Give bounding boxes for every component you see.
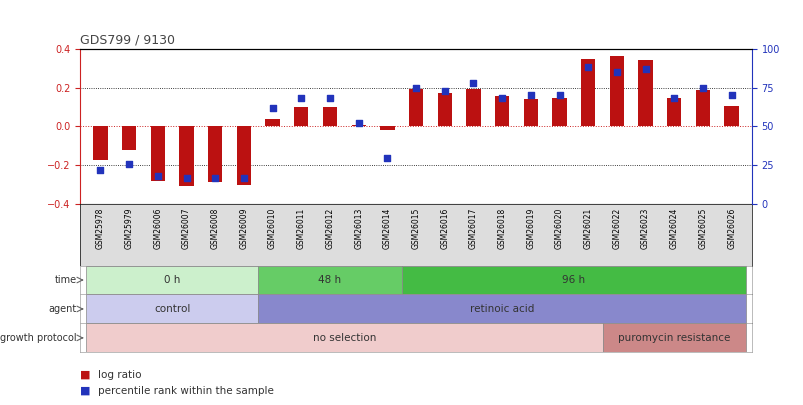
Bar bbox=[402, 266, 745, 294]
Point bbox=[467, 80, 479, 86]
Point bbox=[352, 120, 365, 127]
Bar bbox=[552, 98, 566, 126]
Point bbox=[638, 66, 651, 72]
Point bbox=[323, 95, 336, 102]
Text: growth protocol: growth protocol bbox=[1, 333, 77, 343]
Bar bbox=[601, 324, 745, 352]
Bar bbox=[93, 126, 108, 160]
Point bbox=[724, 92, 737, 98]
Text: GSM26006: GSM26006 bbox=[153, 207, 162, 249]
Bar bbox=[437, 94, 451, 126]
Text: control: control bbox=[154, 304, 190, 314]
Point bbox=[295, 95, 308, 102]
Text: ■: ■ bbox=[80, 370, 91, 379]
Bar bbox=[122, 126, 137, 150]
Text: 48 h: 48 h bbox=[318, 275, 341, 285]
Point bbox=[552, 92, 565, 98]
Bar bbox=[258, 266, 402, 294]
Point bbox=[524, 92, 536, 98]
Text: GSM26020: GSM26020 bbox=[554, 207, 564, 249]
Text: GSM26007: GSM26007 bbox=[181, 207, 191, 249]
Point bbox=[409, 84, 422, 91]
Point bbox=[667, 95, 680, 102]
Text: GSM26022: GSM26022 bbox=[612, 207, 621, 249]
Text: GDS799 / 9130: GDS799 / 9130 bbox=[80, 33, 175, 46]
Bar bbox=[581, 59, 595, 126]
Text: time: time bbox=[55, 275, 77, 285]
Text: GSM26023: GSM26023 bbox=[640, 207, 650, 249]
Text: no selection: no selection bbox=[312, 333, 376, 343]
Text: GSM26008: GSM26008 bbox=[210, 207, 219, 249]
Bar bbox=[179, 126, 194, 186]
Point bbox=[94, 167, 107, 173]
Text: GSM26009: GSM26009 bbox=[239, 207, 248, 249]
Bar bbox=[351, 125, 365, 126]
Text: GSM25979: GSM25979 bbox=[124, 207, 133, 249]
Bar bbox=[724, 106, 738, 126]
Text: percentile rank within the sample: percentile rank within the sample bbox=[98, 386, 274, 396]
Bar bbox=[294, 107, 308, 126]
Text: GSM26012: GSM26012 bbox=[325, 207, 334, 249]
Text: 0 h: 0 h bbox=[164, 275, 180, 285]
Text: GSM26024: GSM26024 bbox=[669, 207, 678, 249]
Text: ■: ■ bbox=[80, 386, 91, 396]
Bar bbox=[523, 99, 537, 126]
Point bbox=[438, 87, 450, 94]
Text: GSM26010: GSM26010 bbox=[267, 207, 277, 249]
Text: retinoic acid: retinoic acid bbox=[470, 304, 534, 314]
Bar bbox=[86, 324, 601, 352]
Bar bbox=[86, 294, 258, 324]
Text: GSM25978: GSM25978 bbox=[96, 207, 105, 249]
Text: GSM26017: GSM26017 bbox=[468, 207, 477, 249]
Bar bbox=[495, 96, 508, 126]
Point bbox=[123, 161, 136, 167]
Bar bbox=[638, 60, 652, 126]
Text: GSM26019: GSM26019 bbox=[526, 207, 535, 249]
Point bbox=[381, 154, 393, 161]
Text: agent: agent bbox=[49, 304, 77, 314]
Text: puromycin resistance: puromycin resistance bbox=[618, 333, 730, 343]
Bar bbox=[666, 98, 681, 126]
Point bbox=[495, 95, 508, 102]
Point bbox=[581, 64, 594, 70]
Text: GSM26016: GSM26016 bbox=[440, 207, 449, 249]
Text: log ratio: log ratio bbox=[98, 370, 141, 379]
Text: GSM26015: GSM26015 bbox=[411, 207, 420, 249]
Bar bbox=[466, 90, 480, 126]
Point bbox=[180, 175, 193, 181]
Bar bbox=[409, 90, 422, 126]
Point bbox=[209, 175, 222, 181]
Text: GSM26014: GSM26014 bbox=[382, 207, 391, 249]
Bar bbox=[150, 126, 165, 181]
Bar bbox=[265, 119, 279, 126]
Text: 96 h: 96 h bbox=[561, 275, 585, 285]
Text: GSM26013: GSM26013 bbox=[354, 207, 363, 249]
Point bbox=[237, 175, 250, 181]
Text: GSM26011: GSM26011 bbox=[296, 207, 305, 249]
Text: GSM26018: GSM26018 bbox=[497, 207, 506, 249]
Bar bbox=[208, 126, 222, 182]
Point bbox=[695, 84, 708, 91]
Bar bbox=[380, 126, 394, 130]
Bar bbox=[258, 294, 745, 324]
Point bbox=[151, 173, 164, 179]
Bar bbox=[86, 266, 258, 294]
Text: GSM26025: GSM26025 bbox=[698, 207, 707, 249]
Bar bbox=[609, 56, 623, 126]
Text: GSM26021: GSM26021 bbox=[583, 207, 592, 249]
Point bbox=[609, 69, 622, 75]
Bar bbox=[323, 107, 336, 126]
Point bbox=[266, 104, 279, 111]
Bar bbox=[236, 126, 251, 185]
Bar bbox=[695, 90, 709, 126]
Text: GSM26026: GSM26026 bbox=[726, 207, 736, 249]
